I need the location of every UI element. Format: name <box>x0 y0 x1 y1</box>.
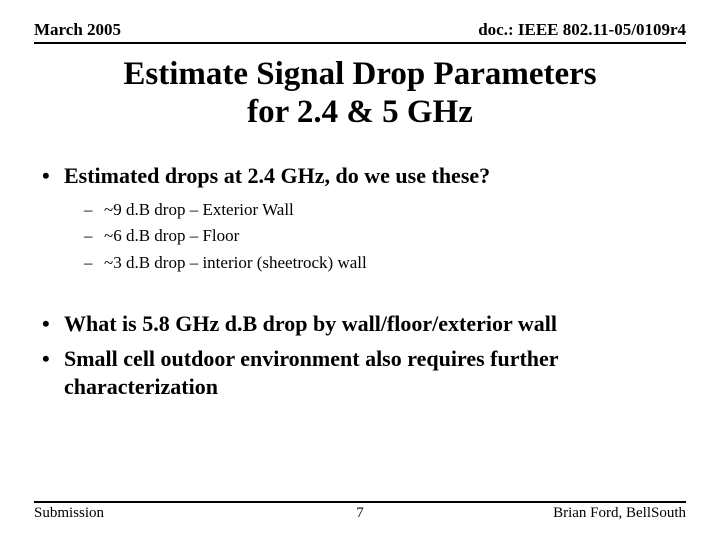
bullet-text: What is 5.8 GHz d.B drop by wall/floor/e… <box>64 311 557 336</box>
bullet-list-level1: What is 5.8 GHz d.B drop by wall/floor/e… <box>40 310 686 401</box>
header-row: March 2005 doc.: IEEE 802.11-05/0109r4 <box>34 20 686 44</box>
bullet-item: Small cell outdoor environment also requ… <box>40 345 686 400</box>
bullet-list-level1: Estimated drops at 2.4 GHz, do we use th… <box>40 162 686 274</box>
bullet-item: What is 5.8 GHz d.B drop by wall/floor/e… <box>40 310 686 338</box>
footer-rule <box>34 501 686 503</box>
sub-bullet-item: ~3 d.B drop – interior (sheetrock) wall <box>84 252 686 274</box>
sub-bullet-text: ~6 d.B drop – Floor <box>104 226 239 245</box>
slide-title: Estimate Signal Drop Parameters for 2.4 … <box>34 56 686 132</box>
footer-page-number: 7 <box>34 505 686 522</box>
sub-bullet-text: ~3 d.B drop – interior (sheetrock) wall <box>104 253 367 272</box>
bullet-text: Small cell outdoor environment also requ… <box>64 346 558 399</box>
footer-row: Submission 7 Brian Ford, BellSouth <box>34 505 686 522</box>
slide-page: March 2005 doc.: IEEE 802.11-05/0109r4 E… <box>0 0 720 540</box>
bullet-text: Estimated drops at 2.4 GHz, do we use th… <box>64 163 490 188</box>
slide-content: Estimated drops at 2.4 GHz, do we use th… <box>34 162 686 400</box>
sub-bullet-item: ~6 d.B drop – Floor <box>84 225 686 247</box>
sub-bullet-text: ~9 d.B drop – Exterior Wall <box>104 200 294 219</box>
sub-bullet-item: ~9 d.B drop – Exterior Wall <box>84 199 686 221</box>
spacer <box>40 282 686 310</box>
title-line-1: Estimate Signal Drop Parameters <box>34 56 686 94</box>
bullet-item: Estimated drops at 2.4 GHz, do we use th… <box>40 162 686 274</box>
header-docnum: doc.: IEEE 802.11-05/0109r4 <box>478 20 686 40</box>
header-date: March 2005 <box>34 20 121 40</box>
footer: Submission 7 Brian Ford, BellSouth <box>34 501 686 522</box>
title-line-2: for 2.4 & 5 GHz <box>34 94 686 132</box>
bullet-list-level2: ~9 d.B drop – Exterior Wall ~6 d.B drop … <box>84 199 686 273</box>
